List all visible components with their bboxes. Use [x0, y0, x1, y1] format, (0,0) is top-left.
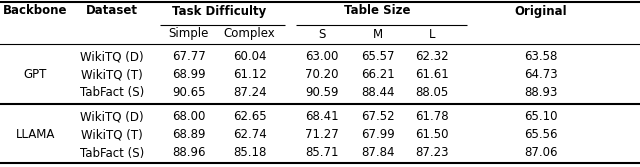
Text: 61.50: 61.50: [415, 128, 449, 141]
Text: 63.58: 63.58: [524, 50, 557, 63]
Text: 67.52: 67.52: [361, 111, 394, 124]
Text: WikiTQ (D): WikiTQ (D): [80, 111, 144, 124]
Text: L: L: [429, 28, 435, 41]
Text: 68.00: 68.00: [172, 111, 205, 124]
Text: 90.65: 90.65: [172, 87, 205, 100]
Text: 68.41: 68.41: [305, 111, 339, 124]
Text: 88.44: 88.44: [361, 87, 394, 100]
Text: 62.74: 62.74: [233, 128, 266, 141]
Text: 63.00: 63.00: [305, 50, 339, 63]
Text: WikiTQ (D): WikiTQ (D): [80, 50, 144, 63]
Text: 64.73: 64.73: [524, 68, 557, 81]
Text: 85.18: 85.18: [233, 146, 266, 159]
Text: 70.20: 70.20: [305, 68, 339, 81]
Text: TabFact (S): TabFact (S): [80, 146, 144, 159]
Text: 65.56: 65.56: [524, 128, 557, 141]
Text: 67.77: 67.77: [172, 50, 205, 63]
Text: 65.10: 65.10: [524, 111, 557, 124]
Text: 88.96: 88.96: [172, 146, 205, 159]
Text: S: S: [318, 28, 326, 41]
Text: Original: Original: [515, 5, 567, 18]
Text: WikiTQ (T): WikiTQ (T): [81, 68, 143, 81]
Text: TabFact (S): TabFact (S): [80, 87, 144, 100]
Text: M: M: [372, 28, 383, 41]
Text: 61.61: 61.61: [415, 68, 449, 81]
Text: 88.93: 88.93: [524, 87, 557, 100]
Text: Complex: Complex: [224, 28, 275, 41]
Text: Simple: Simple: [168, 28, 209, 41]
Text: 67.99: 67.99: [361, 128, 394, 141]
Text: 87.84: 87.84: [361, 146, 394, 159]
Text: 87.24: 87.24: [233, 87, 266, 100]
Text: 61.78: 61.78: [415, 111, 449, 124]
Text: 87.23: 87.23: [415, 146, 449, 159]
Text: Dataset: Dataset: [86, 5, 138, 18]
Text: 60.04: 60.04: [233, 50, 266, 63]
Text: 62.65: 62.65: [233, 111, 266, 124]
Text: 85.71: 85.71: [305, 146, 339, 159]
Text: 71.27: 71.27: [305, 128, 339, 141]
Text: Table Size: Table Size: [344, 5, 410, 18]
Text: Backbone: Backbone: [3, 5, 67, 18]
Text: 88.05: 88.05: [415, 87, 449, 100]
Text: WikiTQ (T): WikiTQ (T): [81, 128, 143, 141]
Text: Task Difficulty: Task Difficulty: [172, 5, 266, 18]
Text: 65.57: 65.57: [361, 50, 394, 63]
Text: 66.21: 66.21: [361, 68, 394, 81]
Text: 68.99: 68.99: [172, 68, 205, 81]
Text: LLAMA: LLAMA: [15, 128, 55, 141]
Text: 68.89: 68.89: [172, 128, 205, 141]
Text: 87.06: 87.06: [524, 146, 557, 159]
Text: 62.32: 62.32: [415, 50, 449, 63]
Text: 61.12: 61.12: [233, 68, 266, 81]
Text: GPT: GPT: [24, 68, 47, 81]
Text: 90.59: 90.59: [305, 87, 339, 100]
